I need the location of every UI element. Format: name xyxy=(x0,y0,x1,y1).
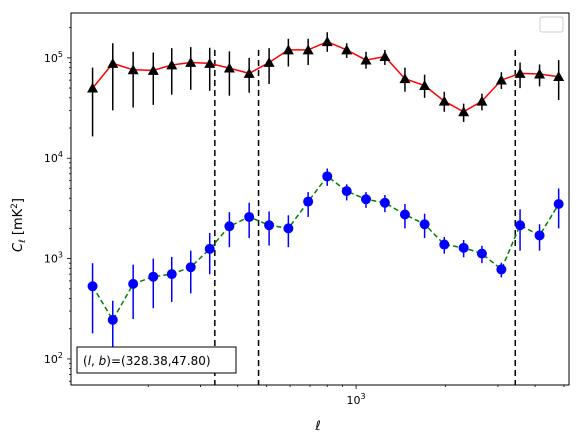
lower-series xyxy=(87,168,564,355)
data-point-circle xyxy=(303,196,314,207)
series-line xyxy=(91,175,560,322)
data-point-circle xyxy=(224,221,235,232)
data-point-circle xyxy=(264,220,275,231)
data-point-circle xyxy=(87,281,98,292)
data-point-triangle xyxy=(302,44,314,55)
data-point-triangle xyxy=(553,71,565,82)
y-tick-label: 103 xyxy=(44,251,63,266)
data-point-circle xyxy=(185,262,196,273)
data-point-triangle xyxy=(360,54,372,65)
data-point-triangle xyxy=(263,56,275,67)
data-point-triangle xyxy=(514,67,526,78)
data-point-circle xyxy=(283,223,294,234)
data-point-circle xyxy=(496,264,507,275)
data-point-circle xyxy=(244,211,255,222)
data-point-circle xyxy=(361,194,372,205)
annotation-values: =(328.38,47.80) xyxy=(111,354,211,368)
axis-ticks: 103 102 103 104 105 xyxy=(44,27,565,407)
x-tick-label: 103 xyxy=(347,392,366,407)
upper-series xyxy=(87,32,565,137)
data-point-circle xyxy=(439,239,450,250)
data-point-circle xyxy=(341,186,352,197)
data-point-triangle xyxy=(321,36,333,47)
annotation-box xyxy=(76,346,237,374)
data-point-circle xyxy=(458,242,469,253)
annotation-text: (l, b)=(328.38,47.80) xyxy=(83,354,211,368)
coordinate-annotation: (l, b)=(328.38,47.80) xyxy=(76,346,237,374)
data-point-triangle xyxy=(243,67,255,78)
data-point-triangle xyxy=(223,62,235,73)
data-point-triangle xyxy=(399,73,411,84)
data-point-triangle xyxy=(147,64,159,75)
data-point-triangle xyxy=(534,68,546,79)
data-point-circle xyxy=(128,278,139,289)
data-point-triangle xyxy=(282,44,294,55)
data-point-triangle xyxy=(185,56,197,67)
data-point-triangle xyxy=(419,80,431,90)
plot-frame xyxy=(70,12,570,386)
x-axis-label: ℓ xyxy=(314,419,320,434)
y-axis-label: Cℓ [mK2] xyxy=(10,198,28,252)
data-point-triangle xyxy=(127,64,139,75)
data-point-triangle xyxy=(204,57,216,68)
series-line xyxy=(92,40,559,113)
data-point-circle xyxy=(379,197,390,208)
data-point-circle xyxy=(534,230,545,241)
data-point-circle xyxy=(107,314,118,325)
data-point-triangle xyxy=(458,106,470,117)
legend xyxy=(539,16,564,33)
data-point-circle xyxy=(322,171,333,182)
data-point-triangle xyxy=(166,59,178,70)
data-point-circle xyxy=(476,248,487,259)
data-point-triangle xyxy=(87,82,99,93)
data-point-circle xyxy=(399,209,410,220)
data-series xyxy=(87,32,565,355)
data-point-triangle xyxy=(379,51,391,61)
data-point-triangle xyxy=(341,44,353,55)
legend-box xyxy=(539,16,564,33)
vertical-dashed-lines xyxy=(214,50,517,385)
data-point-triangle xyxy=(495,74,507,85)
data-point-circle xyxy=(166,269,177,280)
y-tick-label: 102 xyxy=(44,351,63,366)
y-tick-label: 105 xyxy=(44,50,63,65)
data-point-circle xyxy=(515,220,526,231)
data-point-circle xyxy=(553,198,564,209)
data-point-triangle xyxy=(107,57,119,68)
data-point-circle xyxy=(204,243,215,254)
data-point-triangle xyxy=(476,95,488,106)
y-tick-label: 104 xyxy=(44,150,63,165)
data-point-triangle xyxy=(438,95,450,106)
data-point-circle xyxy=(419,219,430,230)
data-point-circle xyxy=(148,271,159,282)
